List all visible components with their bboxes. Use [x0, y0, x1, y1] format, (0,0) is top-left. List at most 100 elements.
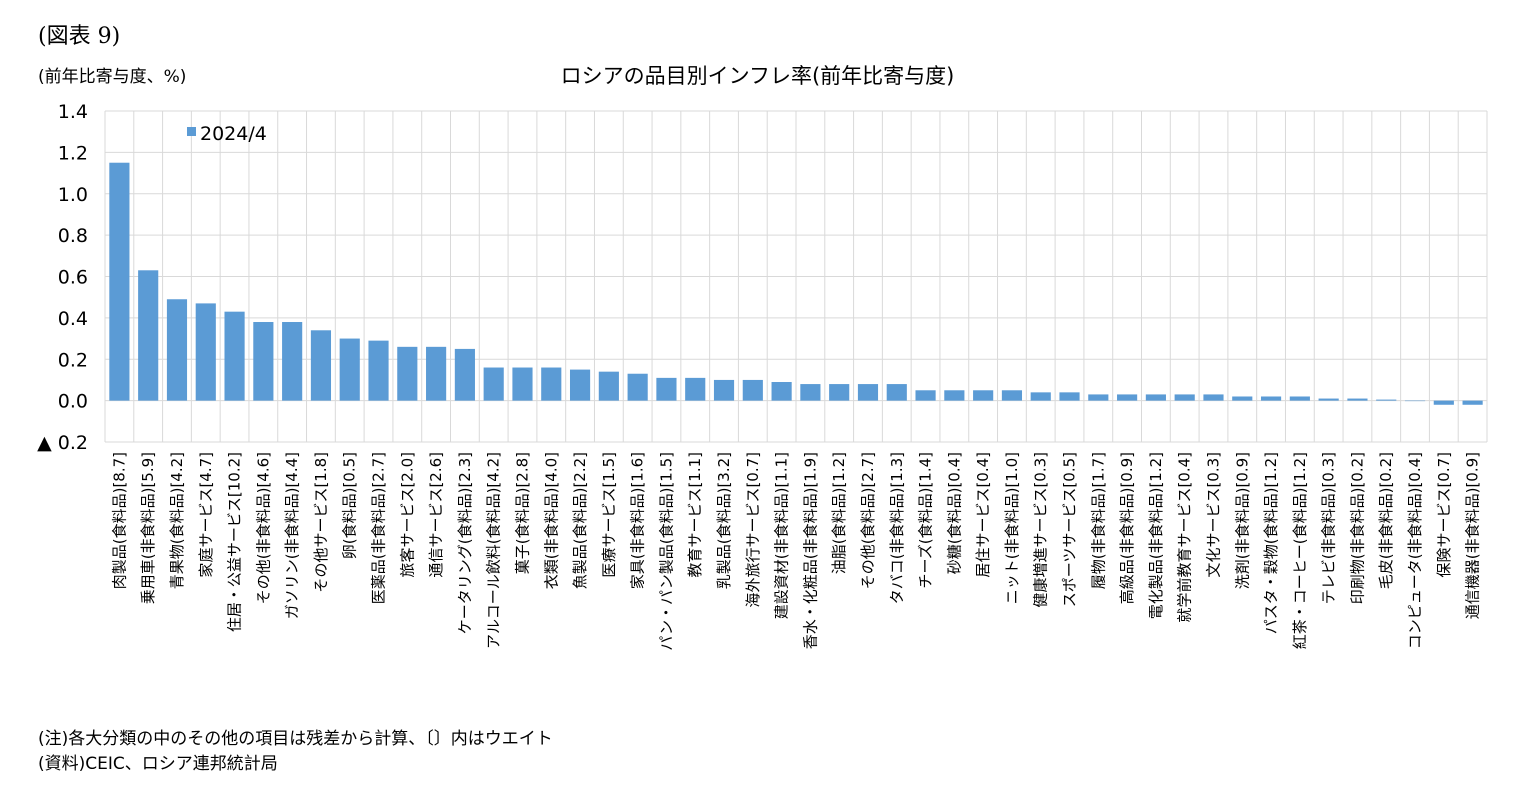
bar — [771, 382, 792, 401]
bar — [1289, 396, 1310, 401]
bar — [109, 162, 130, 401]
bar — [857, 384, 879, 401]
bar — [1462, 400, 1483, 405]
bar — [1059, 392, 1080, 401]
bar — [454, 348, 475, 401]
bar — [1404, 400, 1426, 402]
bar — [1347, 398, 1368, 401]
x-tick-label: ニット(非食料品)[1.0] — [1003, 452, 1021, 604]
bar — [829, 384, 850, 401]
bar — [310, 330, 332, 401]
x-tick-label: 教育サービス[1.1] — [686, 452, 704, 578]
bar — [656, 377, 677, 401]
legend: 2024/4 — [187, 123, 267, 145]
bar — [1088, 394, 1109, 401]
x-tick-label: 肉製品(食料品)[8.7] — [110, 452, 128, 589]
chart-title: ロシアの品目別インフレ率(前年比寄与度) — [560, 64, 955, 88]
x-tick-label: 青果物(食料品)[4.2] — [168, 452, 186, 589]
bar — [944, 390, 965, 401]
bar — [1433, 400, 1454, 405]
x-tick-label: 魚製品(食料品)[2.2] — [571, 452, 589, 589]
bar — [368, 340, 389, 401]
x-tick-label: その他(食料品)[2.7] — [859, 452, 877, 589]
x-tick-label: 砂糖(食料品)[0.4] — [945, 452, 963, 574]
x-axis: 肉製品(食料品)[8.7] 乗用車(非食料品)[5.9] 青果物(食料品)[4.2]… — [110, 452, 1481, 651]
bar — [1318, 398, 1339, 401]
bar — [224, 311, 245, 401]
bar — [166, 299, 188, 401]
y-tick-label: 0.0 — [58, 391, 88, 413]
bar — [598, 371, 619, 401]
x-tick-label: タバコ(非食料品)[1.3] — [888, 452, 906, 604]
bars — [109, 162, 1483, 405]
x-tick-label: 通信機器(非食料品)[0.9] — [1464, 452, 1482, 619]
bar — [973, 390, 994, 401]
bar — [713, 379, 735, 401]
x-tick-label: 履物(非食料品)[1.7] — [1089, 452, 1107, 589]
bar — [627, 373, 648, 401]
x-tick-label: 卵(食料品)[0.5] — [341, 452, 359, 559]
bar — [1232, 396, 1253, 401]
x-tick-label: スポーツサービス[0.5] — [1061, 452, 1079, 607]
bar — [282, 322, 303, 401]
x-tick-label: コンピュータ(非食料品)[0.4] — [1406, 452, 1424, 649]
x-tick-label: 旅客サービス[2.0] — [398, 452, 416, 578]
bar — [1376, 399, 1397, 401]
unit-label: (前年比寄与度、%) — [38, 67, 187, 87]
bar — [512, 367, 533, 401]
x-tick-label: 乗用車(非食料品)[5.9] — [139, 452, 157, 604]
x-tick-label: ガソリン(非食料品)[4.4] — [283, 452, 301, 619]
bar — [886, 384, 907, 401]
x-tick-label: テレビ(非食料品)[0.3] — [1320, 452, 1338, 604]
bar — [397, 346, 418, 401]
x-tick-label: チーズ(食料品)[1.4] — [917, 452, 935, 589]
y-tick-label: 0.6 — [58, 267, 88, 289]
bar — [1260, 396, 1282, 401]
x-tick-label: 文化サービス[0.3] — [1204, 452, 1222, 578]
y-axis: 1.4 1.2 1.0 0.8 0.6 0.4 0.2 0.0 ▲ 0.2 — [37, 101, 88, 454]
x-tick-label: 保険サービス[0.7] — [1435, 452, 1453, 578]
bar — [339, 338, 360, 401]
x-tick-label: 住居・公益サービス[10.2] — [226, 452, 244, 632]
x-tick-label: 衣類(非食料品)[4.0] — [542, 452, 560, 589]
x-tick-label: 印刷物(非食料品)[0.2] — [1348, 452, 1366, 604]
bar — [685, 377, 706, 401]
x-tick-label: 高級品(非食料品)[0.9] — [1118, 452, 1136, 604]
y-tick-label: 1.0 — [58, 184, 88, 206]
y-tick-label: 1.2 — [58, 142, 88, 164]
x-tick-label: 医療サービス[1.5] — [600, 452, 618, 578]
y-tick-label: ▲ 0.2 — [37, 432, 88, 454]
x-tick-label: 家庭サービス[4.7] — [197, 452, 215, 578]
x-tick-label: 建設資材(非食料品)[1.1] — [773, 452, 791, 619]
x-tick-label: 通信サービス[2.6] — [427, 452, 445, 578]
x-tick-label: 乳製品(食料品)[3.2] — [715, 452, 733, 589]
x-tick-label: パン・パン製品(食料品)[1.5] — [657, 452, 675, 651]
x-tick-label: 紅茶・コーヒー(食料品)[1.2] — [1291, 452, 1309, 649]
x-tick-label: 油脂(食料品)[1.2] — [830, 452, 848, 574]
gridlines — [104, 110, 1488, 443]
bar — [426, 346, 447, 401]
bar — [915, 390, 936, 401]
bar — [483, 367, 504, 401]
bar — [541, 367, 562, 401]
bar — [1117, 394, 1138, 401]
note-text: (注)各大分類の中のその他の項目は残差から計算、〔〕内はウエイト — [38, 729, 553, 749]
x-tick-label: 居住サービス[0.4] — [974, 452, 992, 578]
bar — [1030, 392, 1051, 401]
x-tick-label: 家具(非食料品)[1.6] — [629, 452, 647, 589]
legend-label: 2024/4 — [200, 123, 267, 145]
x-tick-label: アルコール飲料(食料品)[4.2] — [485, 452, 503, 649]
y-tick-label: 1.4 — [58, 101, 88, 123]
x-tick-label: 海外旅行サービス[0.7] — [744, 452, 762, 608]
y-tick-label: 0.2 — [58, 349, 88, 371]
x-tick-label: 洗剤(非食料品)[0.9] — [1233, 452, 1251, 589]
x-tick-label: その他サービス[1.8] — [312, 452, 330, 593]
bar — [1145, 394, 1166, 401]
bar — [742, 379, 763, 401]
x-tick-label: 医薬品(非食料品)[2.7] — [370, 452, 388, 604]
bar — [1001, 390, 1023, 401]
bar — [1174, 394, 1195, 401]
x-tick-label: その他(非食料品)[4.6] — [254, 452, 272, 604]
x-tick-label: ケータリング(食料品)[2.3] — [456, 452, 474, 634]
